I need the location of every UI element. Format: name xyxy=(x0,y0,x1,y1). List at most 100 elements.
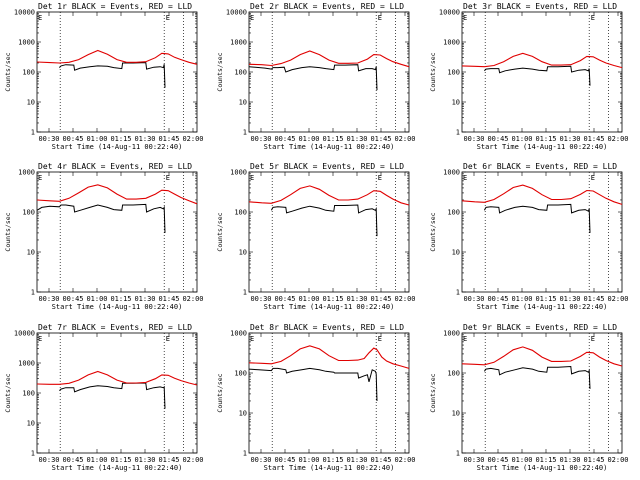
detector-plot: Det 8r BLACK = Events, RED = LLD 1 10 100 10… xyxy=(216,323,416,472)
marker-label: E xyxy=(250,335,254,343)
lld-series-line xyxy=(248,185,410,206)
x-axis-label: Start Time (14-Aug-11 00:22:40) xyxy=(52,464,183,472)
x-tick-label: 00:45 xyxy=(487,135,508,143)
x-tick-label: 00:30 xyxy=(250,295,271,303)
y-tick-label: 10 xyxy=(239,410,247,418)
x-tick-label: 00:30 xyxy=(38,295,59,303)
x-tick-label: 00:45 xyxy=(62,135,83,143)
events-series-line xyxy=(484,65,591,86)
x-tick-label: 00:45 xyxy=(274,295,295,303)
x-tick-label: 01:15 xyxy=(535,295,556,303)
detector-plot: Det 5r BLACK = Events, RED = LLD 1 10 100 10… xyxy=(216,162,416,311)
y-axis-label: Counts/sec xyxy=(429,373,437,412)
x-tick-label: 01:00 xyxy=(86,456,107,464)
x-tick-label: 01:00 xyxy=(298,135,319,143)
lld-series-line xyxy=(36,49,198,65)
marker-label: E xyxy=(38,335,42,343)
y-tick-label: 1 xyxy=(243,289,247,297)
marker-label: E xyxy=(463,14,467,22)
y-tick-label: 100 xyxy=(234,370,247,378)
x-tick-label: 01:15 xyxy=(322,135,343,143)
x-axis-label: Start Time (14-Aug-11 00:22:40) xyxy=(52,143,183,151)
y-tick-label: 1000 xyxy=(443,39,460,47)
x-tick-label: 01:00 xyxy=(511,456,532,464)
y-tick-label: 10000 xyxy=(439,9,460,17)
y-axis-label: Counts/sec xyxy=(4,373,12,412)
y-tick-label: 1000 xyxy=(230,330,247,338)
x-tick-label: 02:00 xyxy=(607,456,628,464)
y-tick-label: 1000 xyxy=(443,330,460,338)
x-axis-label: Start Time (14-Aug-11 00:22:40) xyxy=(52,303,183,311)
detector-plot: Det 1r BLACK = Events, RED = LLD 1 10 100 10… xyxy=(4,2,204,151)
x-tick-label: 01:00 xyxy=(86,135,107,143)
plot-frame xyxy=(36,332,198,454)
lld-series-line xyxy=(248,345,410,369)
x-tick-label: 01:45 xyxy=(583,135,604,143)
y-tick-label: 10 xyxy=(239,99,247,107)
x-axis-label: Start Time (14-Aug-11 00:22:40) xyxy=(264,143,395,151)
y-tick-label: 100 xyxy=(447,370,460,378)
events-series-line xyxy=(59,62,166,88)
plot-title: Det 4r BLACK = Events, RED = LLD xyxy=(38,162,192,171)
x-tick-label: 00:45 xyxy=(487,295,508,303)
marker-label: E xyxy=(591,14,595,22)
plot-title: Det 6r BLACK = Events, RED = LLD xyxy=(463,162,617,171)
x-tick-label: 02:00 xyxy=(394,295,415,303)
events-series-line xyxy=(483,203,591,233)
y-tick-label: 1 xyxy=(456,450,460,458)
marker-label: E xyxy=(166,14,170,22)
x-tick-label: 01:15 xyxy=(110,295,131,303)
marker-label: E xyxy=(38,174,42,182)
y-tick-label: 1000 xyxy=(443,169,460,177)
y-tick-label: 1000 xyxy=(18,169,35,177)
marker-label: E xyxy=(463,174,467,182)
x-axis-label: Start Time (14-Aug-11 00:22:40) xyxy=(264,303,395,311)
y-tick-label: 1 xyxy=(31,129,35,137)
y-tick-label: 100 xyxy=(22,209,35,217)
y-tick-label: 10 xyxy=(452,249,460,257)
lld-series-line xyxy=(461,52,623,69)
x-tick-label: 02:00 xyxy=(182,295,203,303)
marker-label: E xyxy=(250,174,254,182)
x-tick-label: 01:30 xyxy=(134,135,155,143)
detector-plot: Det 6r BLACK = Events, RED = LLD 1 10 100 10… xyxy=(429,162,629,311)
x-tick-label: 01:30 xyxy=(134,456,155,464)
plot-title: Det 2r BLACK = Events, RED = LLD xyxy=(250,2,404,11)
y-tick-label: 100 xyxy=(234,69,247,77)
events-series-line xyxy=(59,382,166,409)
lld-series-line xyxy=(461,346,623,367)
marker-label: E xyxy=(378,14,382,22)
y-tick-label: 1000 xyxy=(230,39,247,47)
x-tick-label: 01:30 xyxy=(134,295,155,303)
x-tick-label: 00:30 xyxy=(38,456,59,464)
y-tick-label: 10 xyxy=(239,249,247,257)
plot-title: Det 5r BLACK = Events, RED = LLD xyxy=(250,162,404,171)
x-tick-label: 01:15 xyxy=(535,135,556,143)
y-tick-label: 100 xyxy=(234,209,247,217)
marker-label: E xyxy=(250,14,254,22)
x-tick-label: 00:30 xyxy=(463,135,484,143)
lld-series-line xyxy=(461,184,623,205)
x-tick-label: 01:45 xyxy=(583,456,604,464)
x-tick-label: 01:45 xyxy=(158,135,179,143)
plot-frame xyxy=(461,11,623,133)
x-tick-label: 01:45 xyxy=(370,295,391,303)
x-tick-label: 00:30 xyxy=(250,456,271,464)
plot-frame xyxy=(36,11,198,133)
lld-series-line xyxy=(248,50,410,68)
marker-label: E xyxy=(463,335,467,343)
x-tick-label: 01:30 xyxy=(346,135,367,143)
y-tick-label: 10 xyxy=(452,99,460,107)
events-series-line xyxy=(248,64,378,91)
y-tick-label: 10 xyxy=(27,249,35,257)
y-tick-label: 100 xyxy=(447,69,460,77)
y-tick-label: 1000 xyxy=(18,39,35,47)
marker-label: E xyxy=(378,174,382,182)
y-tick-label: 1000 xyxy=(18,360,35,368)
y-tick-label: 10 xyxy=(27,99,35,107)
x-tick-label: 01:00 xyxy=(511,295,532,303)
x-tick-label: 01:00 xyxy=(86,295,107,303)
plot-title: Det 8r BLACK = Events, RED = LLD xyxy=(250,323,404,332)
marker-label: E xyxy=(166,335,170,343)
